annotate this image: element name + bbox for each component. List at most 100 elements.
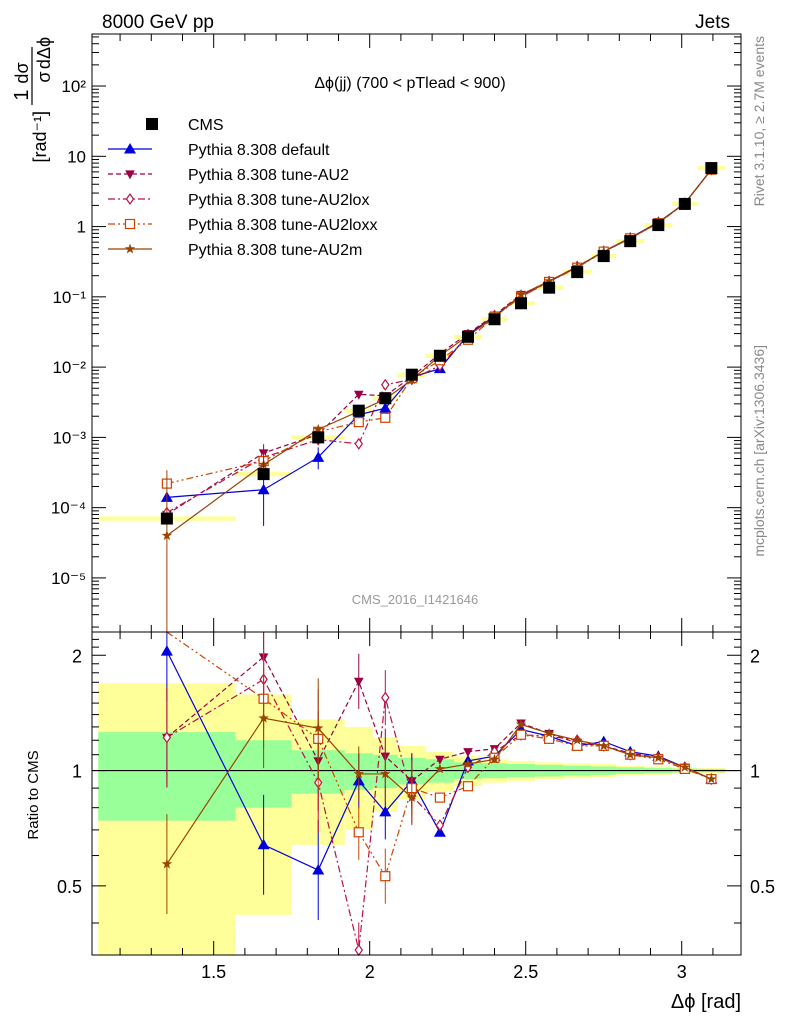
series-point [543, 275, 555, 286]
data-point [379, 392, 392, 405]
legend-marker [146, 118, 158, 130]
data-point [257, 468, 270, 481]
ratio-y-tick-label-right: 2 [750, 646, 760, 666]
ratio-point [463, 748, 473, 758]
series-line [166, 169, 712, 515]
x-tick-label: 2.5 [513, 962, 538, 982]
legend-label: Pythia 8.308 tune-AU2m [188, 242, 362, 259]
mcplots-label: mcplots.cern.ch [arXiv:1306.3436] [751, 345, 767, 557]
ratio-point [544, 733, 555, 744]
series-point [353, 390, 364, 400]
ratio-point [571, 734, 583, 745]
x-tick-label: 2 [365, 962, 375, 982]
ratio-point [353, 677, 364, 687]
x-tick-label: 3 [677, 962, 687, 982]
legend-marker [124, 243, 136, 254]
legend-label: Pythia 8.308 tune-AU2lox [188, 192, 369, 209]
ratio-point [598, 740, 609, 751]
ratio-point [380, 871, 391, 882]
ratio-y-tick-label: 0.5 [57, 877, 82, 897]
ratio-y-tick-label: 1 [72, 762, 82, 782]
series-point [312, 451, 325, 462]
legend-marker [124, 218, 136, 230]
data-point [160, 512, 173, 525]
y-tick-label: 10⁻³ [52, 428, 86, 447]
series-point [571, 261, 583, 271]
legend-label: Pythia 8.308 tune-AU2loxx [188, 217, 377, 234]
legend-marker [125, 192, 135, 206]
series-point [379, 402, 392, 413]
ratio-y-axis-label: Ratio to CMS [25, 750, 42, 839]
ratio-point [706, 773, 717, 784]
data-point [652, 219, 665, 232]
y-tick-label: 10⁻¹ [52, 288, 86, 307]
rivet-label: Rivet 3.1.10, ≥ 2.7M events [751, 36, 767, 206]
ratio-point [679, 761, 691, 772]
series-point [257, 483, 270, 495]
y-tick-label: 10² [61, 77, 86, 96]
y-label-dsigma: dσ [12, 62, 32, 83]
legend-marker [124, 143, 136, 154]
ratio-point [435, 755, 445, 765]
y-label-dphi: dΔϕ [34, 37, 54, 69]
y-label-sigma: σ [34, 71, 54, 82]
panel-title: Δϕ(jj) (700 < pTlead < 900) [314, 75, 505, 92]
series-4 [161, 164, 717, 489]
ratio-point [462, 758, 474, 769]
y-tick-label: 10 [67, 147, 86, 166]
ratio-point [653, 752, 664, 763]
legend-marker [125, 170, 135, 180]
series-point [353, 416, 364, 428]
y-tick-label: 1 [77, 218, 86, 237]
data-point [515, 297, 528, 310]
ratio-point [515, 729, 527, 740]
y-tick-label: 10⁻⁵ [51, 569, 86, 588]
data-point [433, 349, 446, 362]
ratio-point [572, 740, 583, 751]
ratio-point [379, 805, 392, 817]
ratio-point [353, 827, 364, 838]
data-point [678, 197, 691, 210]
legend-label: Pythia 8.308 tune-AU2 [188, 167, 349, 184]
analysis-id-label: CMS_2016_I1421646 [352, 592, 479, 607]
data-point [571, 266, 584, 279]
main-panel-axes: 10⁻⁵ 10⁻⁴ 10⁻³ 10⁻² 10⁻¹ 1 10 10² 1 dσ σ dΔϕ [rad⁻¹] [11, 33, 742, 633]
data-point [705, 162, 718, 175]
series-point [380, 412, 391, 423]
ratio-point [258, 712, 269, 723]
ratio-point [434, 763, 446, 774]
ratio-series-5 [161, 668, 717, 915]
legend: CMS Pythia 8.308 default Pythia 8.308 tune… [108, 117, 377, 259]
ratio-point [381, 691, 390, 704]
ratio-point [543, 727, 555, 738]
ratio-point [435, 819, 445, 832]
data-point [405, 368, 418, 381]
ratio-point [625, 749, 636, 760]
data-point [312, 431, 325, 444]
ratio-point [380, 768, 391, 779]
data-point [488, 313, 501, 326]
data-point [352, 404, 365, 417]
ratio-panel-series [160, 631, 718, 957]
y-label-unit: [rad⁻¹] [30, 111, 50, 163]
ratio-point [312, 864, 325, 875]
ratio-y-tick-label: 2 [72, 646, 82, 666]
ratio-point [162, 731, 172, 744]
y-tick-label: 10⁻⁴ [51, 499, 86, 518]
legend-label: CMS [188, 117, 224, 134]
data-point [461, 330, 474, 343]
y-tick-label: 10⁻² [52, 358, 86, 377]
data-point [597, 250, 610, 263]
y-label-one: 1 [11, 89, 33, 100]
energy-label: 8000 GeV pp [102, 12, 214, 33]
process-label: Jets [695, 12, 730, 33]
ratio-point [354, 943, 364, 957]
ratio-panel-axes: 0.5 0.5 1 1 2 2 1.5 2 2.5 3 [57, 631, 775, 982]
ratio-point [161, 858, 173, 869]
series-point [312, 423, 324, 434]
ratio-point [434, 792, 446, 803]
data-point [543, 281, 556, 294]
ratio-point [462, 781, 474, 792]
ratio-point [353, 768, 365, 779]
